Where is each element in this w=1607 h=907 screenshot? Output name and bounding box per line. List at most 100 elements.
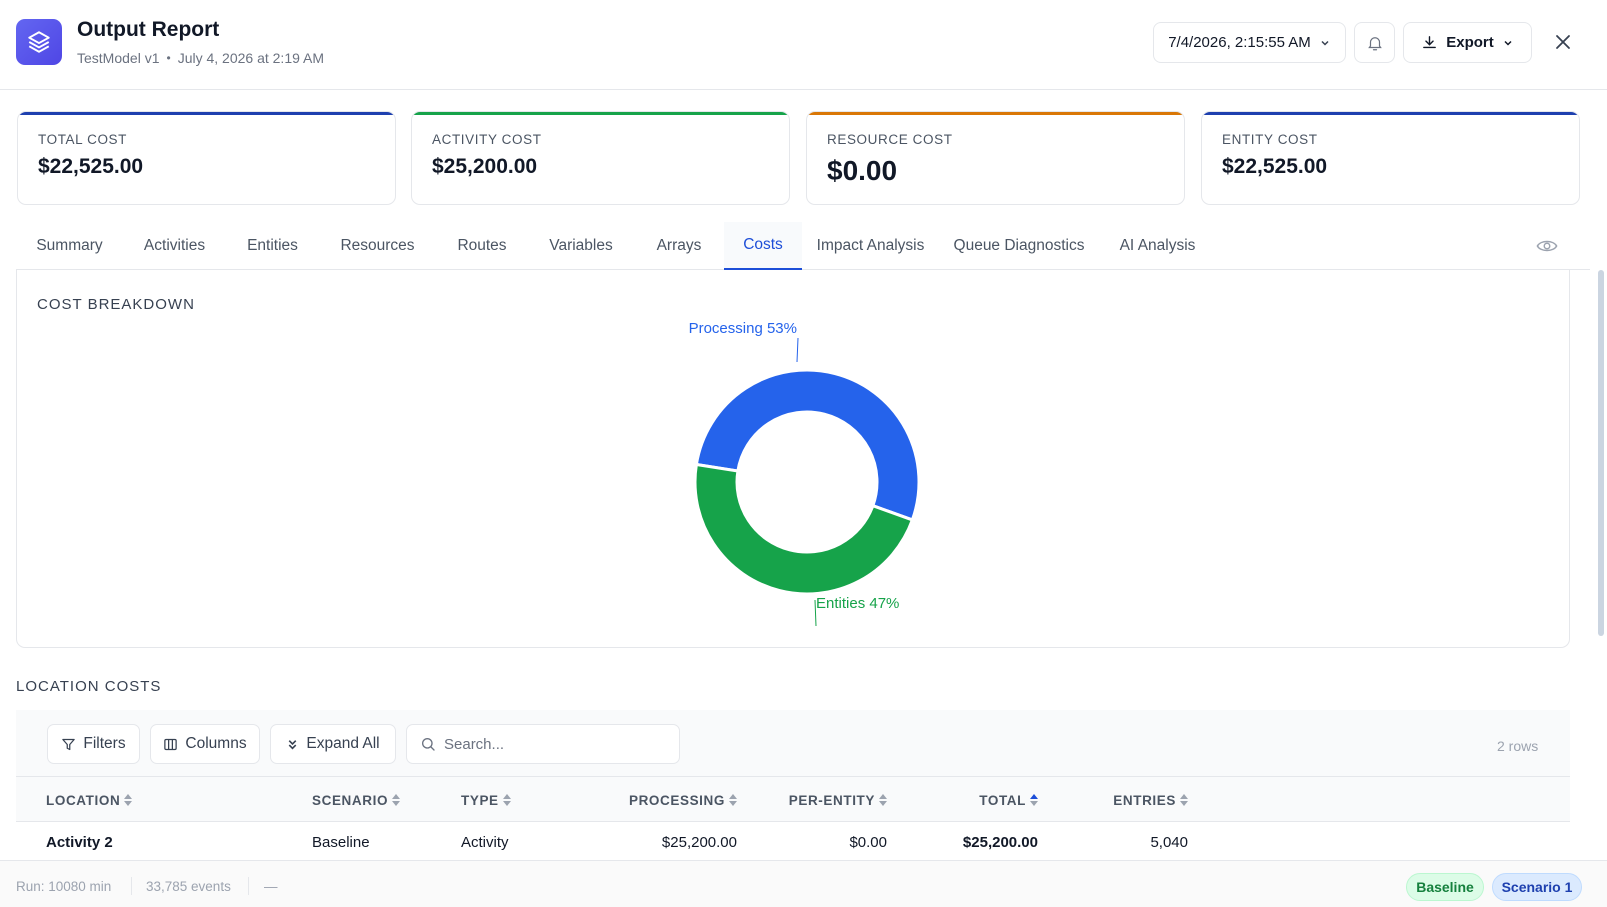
cell-type: Activity xyxy=(461,833,509,851)
kpi-label: ACTIVITY COST xyxy=(432,132,542,147)
rows-count: 2 rows xyxy=(1497,738,1539,754)
donut-label-processing: Processing 53% xyxy=(689,320,797,337)
columns-button[interactable]: Columns xyxy=(150,724,260,764)
sort-icon xyxy=(1180,794,1188,806)
kpi-accent-bar xyxy=(412,112,789,115)
column-header-processing[interactable]: PROCESSING xyxy=(576,777,737,823)
date-selector[interactable]: 7/4/2026, 2:15:55 AM xyxy=(1153,22,1346,63)
tab-ai-analysis[interactable]: AI Analysis xyxy=(1119,237,1196,254)
column-header-label: SCENARIO xyxy=(312,792,389,808)
column-header-scenario[interactable]: SCENARIO xyxy=(312,777,401,823)
column-header-label: TYPE xyxy=(461,792,499,808)
page-title: Output Report xyxy=(77,18,220,41)
footer-dash: — xyxy=(264,879,278,894)
location-costs-title: LOCATION COSTS xyxy=(16,678,162,695)
filter-icon xyxy=(62,738,76,750)
export-label: Export xyxy=(1446,34,1494,51)
tab-routes[interactable]: Routes xyxy=(457,237,507,254)
baseline-badge[interactable]: Baseline xyxy=(1406,873,1484,901)
eye-icon[interactable] xyxy=(1536,236,1558,256)
sort-icon xyxy=(1030,794,1038,806)
kpi-value: $22,525.00 xyxy=(38,155,144,178)
cell-location: Activity 2 xyxy=(46,833,113,851)
layers-icon xyxy=(16,19,62,65)
kpi-label: RESOURCE COST xyxy=(827,132,953,147)
event-count: 33,785 events xyxy=(146,879,231,894)
tab-impact-analysis[interactable]: Impact Analysis xyxy=(816,237,925,254)
tab-variables[interactable]: Variables xyxy=(549,237,613,254)
tab-queue-diagnostics[interactable]: Queue Diagnostics xyxy=(953,237,1085,254)
bell-icon xyxy=(1367,36,1382,50)
kpi-value: $25,200.00 xyxy=(432,155,538,178)
kpi-resource-cost: RESOURCE COST $0.00 xyxy=(806,111,1185,205)
cell-processing: $25,200.00 xyxy=(661,833,737,851)
tab-entities[interactable]: Entities xyxy=(247,237,298,254)
sort-icon xyxy=(502,794,511,806)
column-header-label: PROCESSING xyxy=(628,792,725,808)
sort-icon xyxy=(879,794,887,806)
donut-slice-processing[interactable] xyxy=(694,368,921,522)
download-icon xyxy=(1423,36,1437,49)
kpi-total-cost: TOTAL COST $22,525.00 xyxy=(17,111,396,205)
table-row[interactable]: Activity 2 Baseline Activity $25,200.00 … xyxy=(16,822,1570,862)
column-header-location[interactable]: LOCATION xyxy=(46,777,133,823)
kpi-accent-bar xyxy=(1202,112,1579,115)
filters-button[interactable]: Filters xyxy=(47,724,140,764)
sort-icon xyxy=(392,794,401,806)
expand-all-label: Expand All xyxy=(306,735,380,752)
kpi-value: $22,525.00 xyxy=(1222,155,1328,178)
columns-label: Columns xyxy=(185,735,247,752)
donut-leader-line xyxy=(796,337,799,363)
column-header-per-entity[interactable]: PER-ENTITY xyxy=(736,777,887,823)
tab-activities[interactable]: Activities xyxy=(143,237,206,254)
kpi-accent-bar xyxy=(807,112,1184,115)
notifications-button[interactable] xyxy=(1354,22,1395,63)
donut-slice-entities[interactable] xyxy=(693,462,915,596)
kpi-accent-bar xyxy=(18,112,395,115)
footer-divider xyxy=(248,877,249,895)
column-header-label: TOTAL xyxy=(979,792,1026,808)
location-costs-table: Filters Columns Expand All Search... 2 r… xyxy=(16,710,1570,862)
filters-label: Filters xyxy=(83,735,126,752)
report-subtitle: TestModel v1 • July 4, 2026 at 2:19 AM xyxy=(77,50,324,66)
search-placeholder: Search... xyxy=(444,735,505,753)
search-input[interactable]: Search... xyxy=(406,724,680,764)
expand-all-button[interactable]: Expand All xyxy=(270,724,396,764)
column-header-label: LOCATION xyxy=(46,792,121,808)
export-button[interactable]: Export xyxy=(1403,22,1532,63)
kpi-value: $0.00 xyxy=(827,155,898,186)
column-header-label: PER-ENTITY xyxy=(788,792,875,808)
search-icon xyxy=(422,738,435,751)
footer-divider xyxy=(131,877,132,895)
donut-leader-line xyxy=(814,599,817,627)
scenario-badge[interactable]: Scenario 1 xyxy=(1492,873,1582,901)
scrollbar[interactable] xyxy=(1598,270,1604,636)
close-button[interactable] xyxy=(1549,28,1577,56)
sort-icon xyxy=(124,794,133,806)
cell-scenario: Baseline xyxy=(312,833,370,851)
tab-summary[interactable]: Summary xyxy=(36,237,103,254)
column-header-total[interactable]: TOTAL xyxy=(886,777,1038,823)
cost-breakdown-chart: Processing 53% Entities 47% xyxy=(689,320,921,627)
report-header: Output Report TestModel v1 • July 4, 202… xyxy=(0,0,1607,90)
column-header-entries[interactable]: ENTRIES xyxy=(1036,777,1188,823)
chevrons-down-icon xyxy=(289,739,297,749)
chevron-down-icon xyxy=(1321,40,1329,46)
kpi-label: TOTAL COST xyxy=(38,132,128,147)
tab-costs[interactable]: Costs xyxy=(724,222,802,270)
date-selector-label: 7/4/2026, 2:15:55 AM xyxy=(1168,34,1311,51)
sort-icon xyxy=(729,794,737,806)
column-header-label: ENTRIES xyxy=(1113,792,1176,808)
subtitle-separator: • xyxy=(166,51,171,65)
tab-resources[interactable]: Resources xyxy=(340,237,415,254)
column-header-type[interactable]: TYPE xyxy=(461,777,511,823)
kpi-activity-cost: ACTIVITY COST $25,200.00 xyxy=(411,111,790,205)
table-header: LOCATION SCENARIO TYPE PROCESSING PER-EN… xyxy=(16,776,1570,822)
tab-arrays[interactable]: Arrays xyxy=(656,237,702,254)
cell-entries: 5,040 xyxy=(1150,833,1188,851)
close-icon xyxy=(1556,35,1570,49)
model-name: TestModel v1 xyxy=(77,50,160,66)
run-date: July 4, 2026 at 2:19 AM xyxy=(177,50,325,66)
cost-breakdown-panel: COST BREAKDOWN Processing 53% Entities 47… xyxy=(16,270,1570,648)
cost-breakdown-title: COST BREAKDOWN xyxy=(37,296,195,313)
